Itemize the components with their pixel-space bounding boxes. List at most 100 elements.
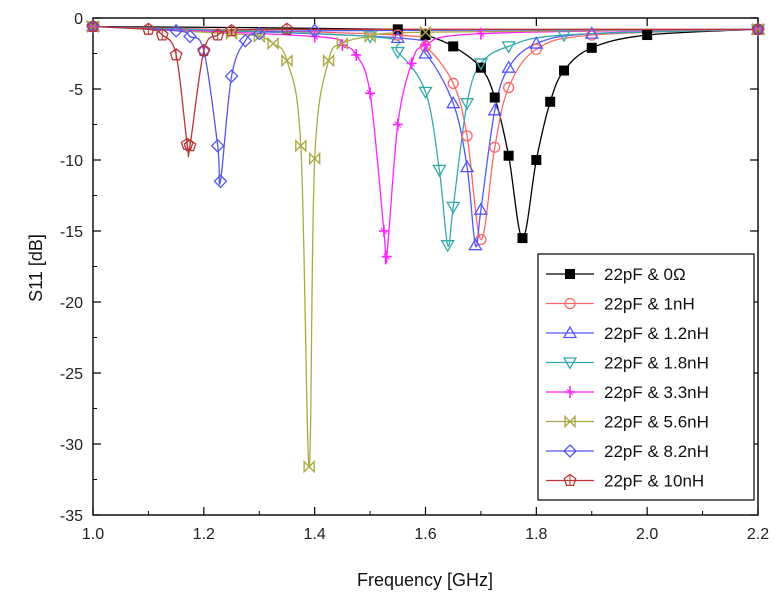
legend-label: 22pF & 1.2nH	[604, 324, 709, 343]
legend-marker	[565, 269, 575, 279]
data-point-series-4	[390, 46, 405, 60]
data-point-series-8	[86, 19, 100, 33]
x-tick-label: 2.2	[747, 526, 769, 543]
data-point-series-2	[489, 141, 501, 153]
y-tick-label: -20	[60, 295, 83, 312]
data-point-series-5	[351, 48, 362, 61]
data-point-series-3	[459, 159, 475, 173]
marker-stroke	[408, 60, 415, 67]
data-point-series-1	[545, 96, 556, 107]
data-point-series-5	[475, 27, 486, 40]
data-point-series-7	[196, 43, 211, 58]
data-point-series-8	[225, 23, 239, 37]
data-point-series-3	[418, 46, 433, 59]
legend-label: 22pF & 10nH	[604, 472, 704, 491]
data-point-series-4	[432, 164, 447, 178]
marker-stroke	[564, 414, 576, 429]
data-point-series-3	[390, 30, 405, 44]
marker-stroke	[477, 30, 485, 37]
data-point-series-5	[378, 225, 389, 237]
data-point-series-1	[503, 150, 514, 161]
data-point-series-6	[303, 460, 315, 474]
legend-marker	[565, 386, 575, 398]
data-point-series-1	[448, 41, 459, 52]
data-point-series-1	[475, 62, 486, 73]
marker-stroke	[281, 53, 293, 68]
legend-marker	[564, 297, 576, 310]
marker-stroke	[352, 51, 360, 59]
data-point-series-4	[473, 58, 489, 71]
data-point-series-1	[586, 42, 597, 53]
data-point-series-6	[308, 151, 321, 166]
data-point-series-4	[459, 98, 475, 111]
series-line-2	[92, 25, 759, 241]
marker-stroke	[366, 89, 374, 97]
marker-stroke	[295, 139, 307, 153]
marker-stroke	[419, 25, 432, 39]
data-point-series-7	[252, 26, 267, 41]
data-point-series-4	[440, 240, 455, 253]
data-point-series-6	[419, 25, 432, 39]
x-tick-label: 1.2	[193, 526, 215, 543]
marker-stroke	[322, 53, 335, 68]
x-tick-label: 1.4	[304, 526, 326, 543]
data-point-series-7	[213, 174, 228, 189]
data-point-series-3	[529, 36, 544, 49]
y-axis-title: S11 [dB]	[26, 234, 46, 302]
data-point-series-8	[141, 22, 155, 35]
data-point-series-3	[501, 60, 516, 73]
data-point-series-8	[197, 43, 211, 57]
data-point-series-6	[336, 36, 349, 51]
data-point-series-8	[211, 28, 225, 41]
legend-marker	[562, 357, 578, 370]
data-point-series-5	[381, 250, 392, 263]
series-line-5	[92, 25, 759, 265]
data-point-series-7	[169, 23, 184, 38]
marker-stroke	[303, 460, 315, 474]
y-tick-label: -5	[69, 82, 83, 99]
legend-marker	[563, 473, 577, 487]
legend-label: 22pF & 0Ω	[604, 265, 686, 284]
data-point-series-3	[473, 202, 489, 215]
data-point-series-4	[501, 41, 516, 54]
series-line-3	[92, 25, 759, 248]
legend-marker	[564, 414, 576, 429]
data-point-series-8	[169, 48, 183, 61]
y-tick-label: 0	[74, 11, 83, 28]
data-point-series-7	[210, 138, 225, 153]
data-point-series-5	[337, 38, 348, 51]
data-point-series-7	[238, 33, 253, 48]
data-point-series-6	[322, 53, 335, 68]
legend: 22pF & 0Ω 22pF & 1nH 22pF & 1.2nH 22pF & 1.…	[537, 253, 755, 501]
marker-stroke	[394, 121, 402, 128]
legend-label: 22pF & 3.3nH	[604, 383, 709, 402]
y-tick-label: -10	[60, 153, 83, 170]
data-point-series-1	[517, 233, 528, 244]
data-point-series-7	[86, 19, 100, 34]
marker-stroke	[339, 41, 346, 49]
data-point-series-2	[447, 77, 459, 89]
data-point-series-2	[392, 29, 404, 41]
data-point-series-4	[362, 31, 378, 44]
marker-stroke	[383, 253, 391, 260]
data-point-series-6	[281, 53, 293, 68]
y-tick-label: -25	[60, 366, 83, 383]
data-point-series-3	[468, 237, 483, 251]
legend-label: 22pF & 1nH	[604, 295, 695, 314]
data-point-series-7	[224, 69, 239, 84]
data-point-series-1	[392, 24, 403, 35]
legend-box	[537, 253, 755, 501]
data-point-series-6	[364, 29, 376, 44]
data-point-series-8	[155, 28, 169, 41]
data-point-series-8	[280, 22, 294, 35]
data-point-series-1	[531, 155, 542, 165]
marker-stroke	[380, 227, 388, 235]
data-point-series-4	[556, 29, 572, 43]
data-point-series-5	[392, 118, 403, 131]
data-point-series-8	[751, 22, 765, 35]
data-point-series-4	[418, 86, 433, 100]
x-tick-label: 1.8	[525, 526, 547, 543]
data-point-series-1	[489, 92, 500, 103]
data-point-series-1	[642, 30, 653, 41]
